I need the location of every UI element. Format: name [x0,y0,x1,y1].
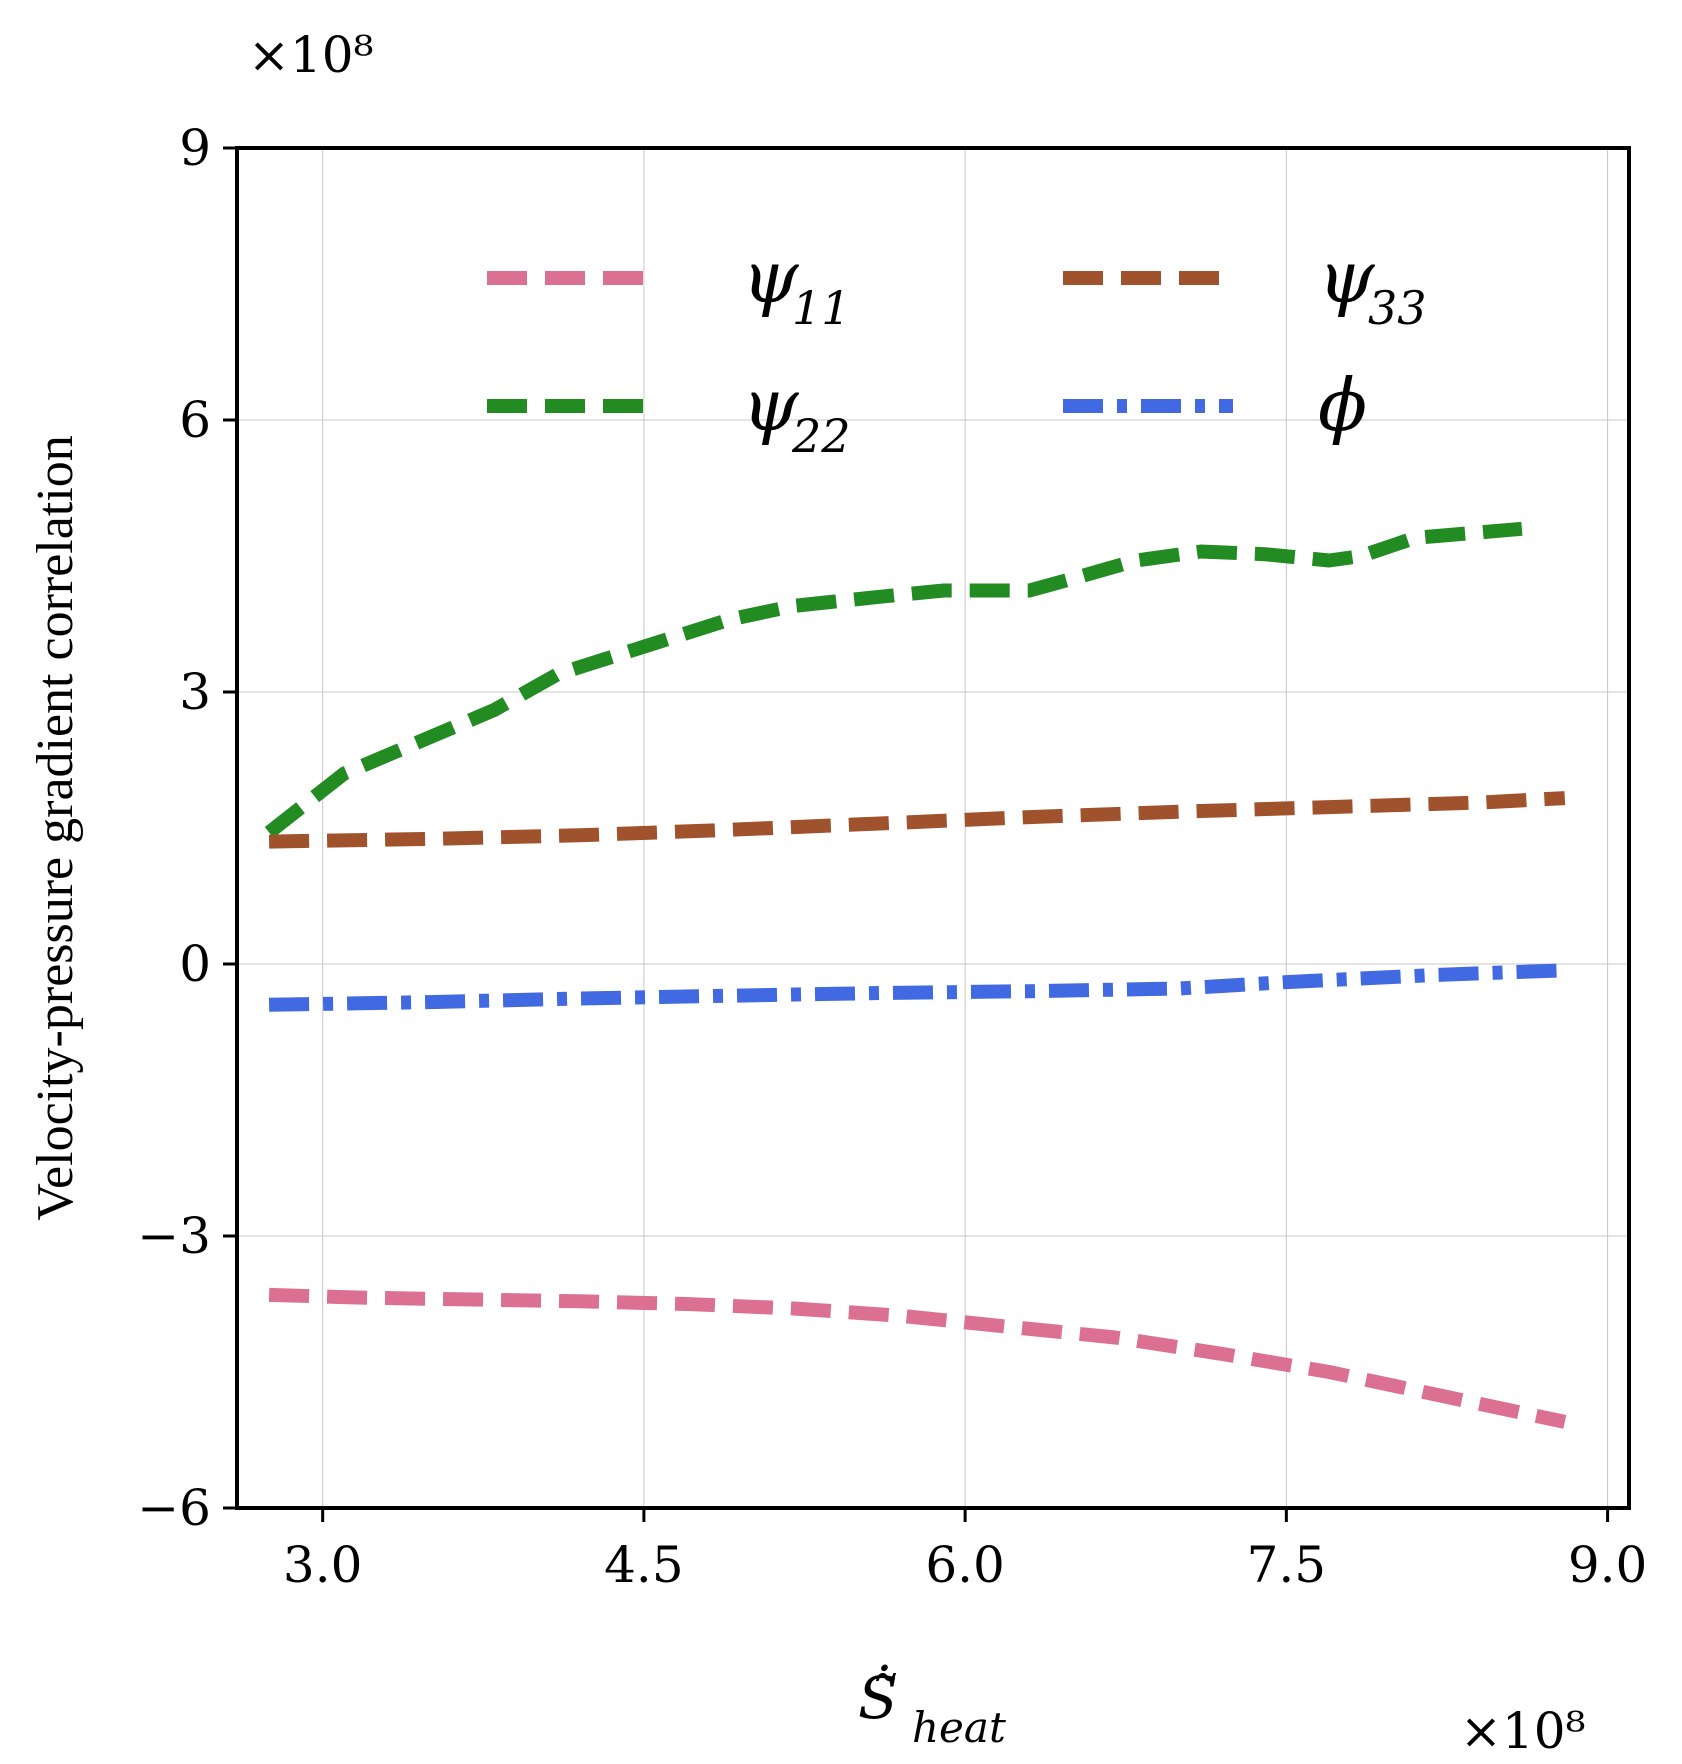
legend-label-33: ψ [1318,235,1376,319]
plot-frame [235,146,1631,1510]
legend-label-11: ψ [742,235,800,319]
series-line-22 [264,521,1523,839]
legend-subscript-22: 22 [791,409,851,463]
legend-subscript-11: 11 [792,281,851,335]
x-tick-label-1: 4.5 [604,1536,684,1594]
y-tick-label-5: 9 [179,119,211,177]
y-tick-label-1: −3 [137,1207,211,1265]
x-tick-label-4: 9.0 [1568,1536,1648,1594]
series-line-phi [268,963,1566,1012]
axis-ticks: 3.0 4.5 6.0 7.5 9.0 −6 −3 0 3 6 9 [137,119,1647,1594]
x-tick-label-0: 3.0 [283,1536,363,1594]
x-axis-label: Ṡ̃ heat [858,1664,1006,1752]
series-line-33 [268,791,1566,849]
x-tick-label-2: 6.0 [925,1536,1005,1594]
legend-label-22: ψ [742,363,800,447]
y-tick-label-3: 3 [179,663,211,721]
x-tick-label-3: 7.5 [1247,1536,1327,1594]
y-axis-multiplier: ×10⁸ [248,26,374,84]
x-axis-label-main: Ṡ̃ [858,1664,898,1732]
legend-label-phi: ϕ [1318,363,1367,447]
legend-subscript-33: 33 [1368,281,1427,335]
series-line-11 [268,1287,1567,1429]
y-tick-label-4: 6 [179,391,211,449]
y-tick-label-2: 0 [179,935,211,993]
x-axis-label-subscript: heat [912,1703,1006,1752]
x-axis-multiplier: ×10⁸ [1460,1702,1586,1760]
y-axis-label: Velocity-pressure gradient correlation [27,435,84,1220]
y-tick-label-0: −6 [137,1479,211,1537]
plot-series [264,521,1567,1429]
